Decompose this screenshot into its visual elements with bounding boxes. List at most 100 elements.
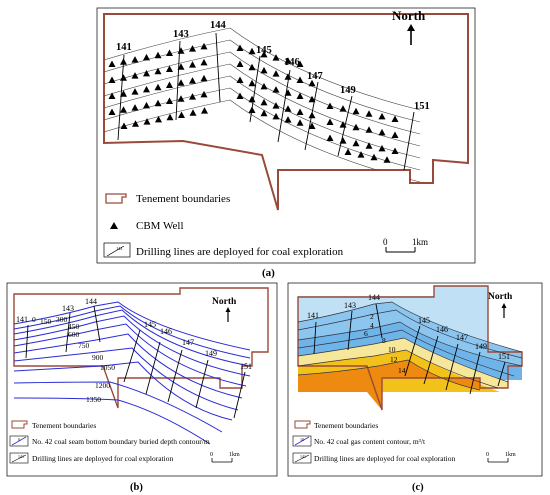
cbm-well-marker (108, 60, 116, 67)
cbm-well-marker (120, 106, 127, 113)
drill-label: 143 (62, 304, 74, 313)
cbm-well-marker (326, 118, 334, 125)
drill-label: 149 (205, 349, 217, 358)
cbm-well-marker (248, 63, 256, 71)
cbm-well-marker (189, 45, 196, 52)
cbm-well-marker (120, 122, 128, 129)
cbm-well-marker (236, 92, 244, 99)
drill-label: 141 (116, 42, 132, 53)
cbm-well-marker (131, 88, 139, 95)
cbm-well-marker (308, 111, 316, 119)
cbm-well-marker (120, 90, 127, 97)
cbm-well-marker (248, 95, 256, 103)
panel-a: 141 143 144 145 146 147 149 151 North Te… (96, 7, 476, 279)
drill-label: 143 (173, 29, 189, 40)
contour-legend-icon-label: 0 (18, 437, 20, 442)
cbm-well-marker (143, 85, 150, 93)
cbm-well-marker (154, 51, 162, 59)
cbm-well-marker (326, 102, 334, 109)
cbm-well-marker (357, 151, 365, 158)
cbm-well-marker (296, 92, 304, 99)
cbm-well-marker (378, 112, 386, 120)
cbm-well-marker (272, 86, 280, 93)
north-label: North (488, 292, 513, 302)
cbm-well-marker (352, 139, 360, 147)
contour-label: 12 (390, 355, 398, 364)
cbm-well-marker (108, 92, 116, 99)
cbm-well-marker (284, 89, 292, 96)
panel-c-tenement-boundary (297, 285, 523, 411)
panel-b-north-arrow: North (212, 297, 237, 322)
scale-start: 0 (210, 452, 213, 458)
cbm-well-marker (108, 76, 116, 83)
cbm-well-marker (352, 123, 360, 131)
cbm-well-marker (296, 119, 304, 126)
cbm-well-marker (272, 102, 280, 109)
cbm-well-marker (143, 69, 150, 77)
drill-legend-icon (292, 452, 312, 464)
cbm-well-marker (339, 105, 347, 112)
legend-drill: Drilling lines are deployed for coal exp… (136, 246, 344, 258)
cbm-well-marker (236, 60, 244, 67)
cbm-well-marker (378, 144, 386, 152)
tenement-legend-icon (11, 420, 28, 429)
contour-label: 8 (382, 336, 386, 345)
legend-tenement: Tenement boundaries (314, 421, 378, 430)
drill-legend-icon-label: 141 (18, 454, 24, 459)
panel-c-frame (287, 282, 543, 477)
panel-a-legend: Tenement boundaries CBM Well 141 Drillin… (103, 193, 344, 258)
cbm-well-marker (260, 98, 268, 106)
tenement-legend-icon (294, 420, 311, 429)
caption-b: (b) (130, 482, 143, 493)
cbm-well-marker (378, 128, 386, 136)
cbm-well-marker (189, 61, 196, 68)
drill-label: 147 (307, 71, 323, 82)
cbm-well-marker (120, 58, 127, 65)
cbm-well-marker (248, 106, 256, 113)
drill-label: 146 (436, 325, 448, 334)
panel-b-tenement (13, 287, 269, 409)
cbm-well-marker (248, 47, 256, 55)
cbm-well-marker (166, 97, 173, 104)
drill-label: 145 (256, 45, 272, 56)
drill-label: 151 (240, 362, 252, 371)
drill-label: 151 (414, 101, 430, 112)
scale-end: 1km (229, 452, 240, 458)
cbm-well-marker (296, 108, 304, 115)
panel-c-drill-labels: 141 143 144 145 146 147 149 151 (307, 293, 510, 361)
drill-label: 151 (498, 352, 510, 361)
drill-label: 149 (340, 85, 356, 96)
panel-b-drill-labels: 141 143 144 145 146 147 149 151 (16, 297, 252, 371)
panel-b: 141 143 144 145 146 147 149 151 0 150 30… (6, 282, 278, 493)
cbm-well-marker (308, 122, 316, 129)
drill-label: 144 (368, 293, 380, 302)
legend-contour: No. 42 coal seam bottom boundary buried … (32, 437, 210, 446)
panel-b-scale-bar: 0 1km (210, 452, 240, 463)
cbm-well-marker (339, 121, 347, 128)
cbm-well-marker (154, 67, 162, 75)
scale-start: 0 (486, 452, 489, 458)
scale-end: 1km (505, 452, 516, 458)
cbm-well-marker (177, 63, 185, 70)
contour-label: 1050 (100, 363, 115, 372)
cbm-well-marker (143, 118, 151, 125)
panel-a-tenement-boundary (103, 13, 469, 211)
cbm-well-marker (189, 93, 196, 100)
cbm-well-marker (154, 83, 162, 91)
contour-label: 1200 (95, 381, 110, 390)
tenement-legend-icon (105, 193, 127, 204)
cbm-well-marker (260, 109, 268, 117)
cbm-well-marker (326, 134, 334, 141)
panel-c-gas-contours (297, 301, 523, 391)
panel-c-drilling-lines (313, 303, 506, 395)
caption-c: (c) (412, 482, 424, 493)
legend-well: CBM Well (136, 220, 184, 232)
cbm-well-marker (131, 56, 139, 63)
contour-label: 10 (388, 345, 396, 354)
cbm-well-marker (284, 116, 292, 123)
panel-c-gas-zones (298, 286, 522, 410)
contour-label: 450 (68, 322, 80, 331)
drill-label: 145 (144, 320, 156, 329)
cbm-well-marker (365, 126, 373, 133)
contour-label: 2 (370, 312, 374, 321)
